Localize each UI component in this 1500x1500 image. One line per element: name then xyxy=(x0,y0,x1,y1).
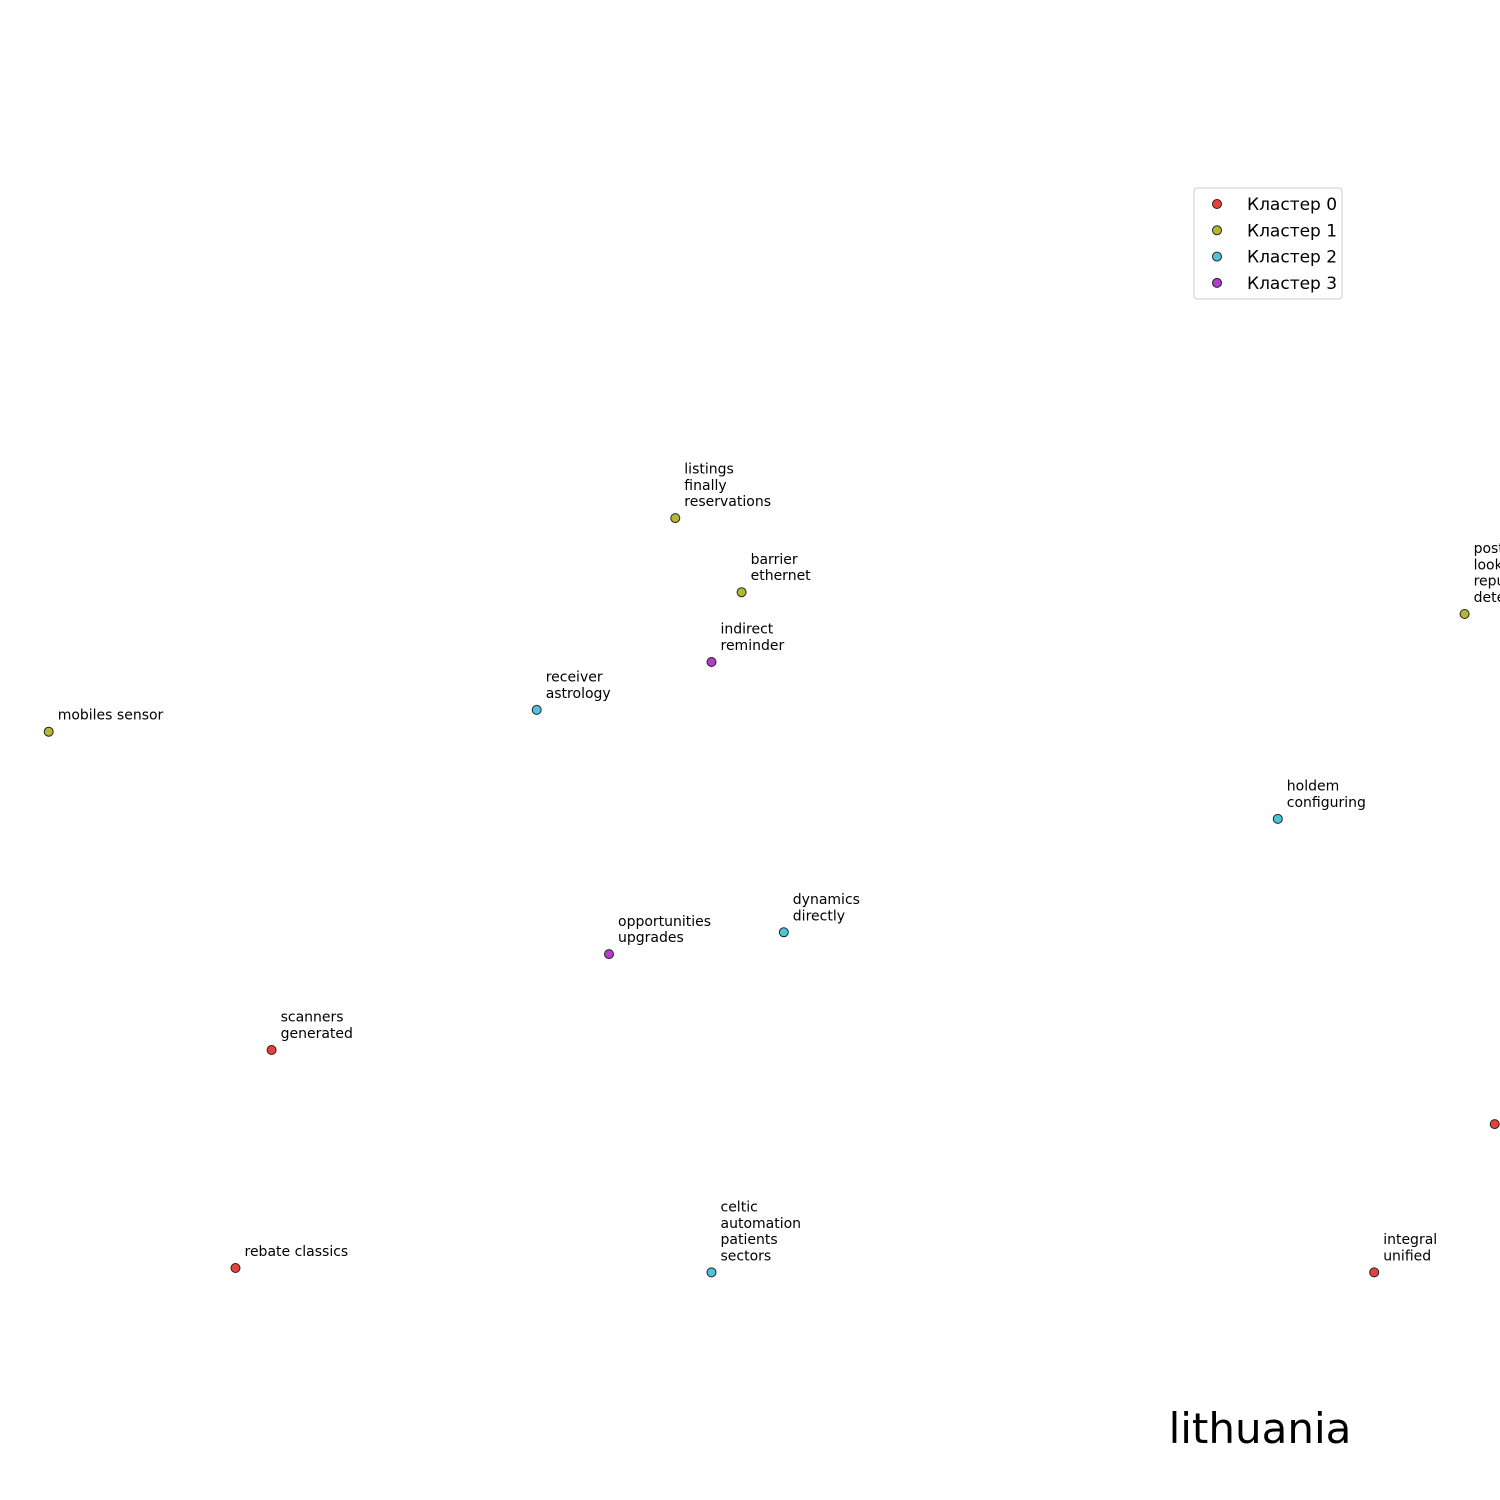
data-point xyxy=(1369,1267,1380,1278)
legend-frame xyxy=(1193,187,1343,300)
legend-label: Кластер 0 xyxy=(1247,195,1337,215)
data-point xyxy=(1272,813,1283,824)
legend-marker xyxy=(1212,199,1222,209)
data-point xyxy=(230,1263,241,1273)
point-label: opportunities upgrades xyxy=(618,914,711,946)
legend-marker xyxy=(1212,277,1222,288)
point-label: scanners generated xyxy=(281,1010,353,1042)
corner-label: lithuania xyxy=(1169,1404,1352,1453)
data-point xyxy=(604,949,614,960)
point-label: receiver astrology xyxy=(546,670,611,702)
point-label-line: holdem xyxy=(1287,779,1339,795)
data-point xyxy=(43,726,54,737)
data-point xyxy=(531,704,542,715)
legend: Кластер 0 Кластер 1 Кластер 2 Кластер 3 xyxy=(1193,187,1343,300)
point-label-line: indirect xyxy=(721,622,774,638)
legend-marker xyxy=(1212,251,1222,262)
point-label: listings finally reservations xyxy=(684,462,771,511)
data-point xyxy=(736,587,747,598)
point-label-line: barrier xyxy=(751,552,798,568)
point-label-line: sectors xyxy=(721,1248,772,1264)
point-label-line: listings xyxy=(684,462,734,478)
point-label: postcardslookedrepublicdetector xyxy=(1474,541,1500,606)
point-label: integral unified xyxy=(1383,1232,1437,1264)
legend-marker xyxy=(1212,225,1222,236)
point-label-line: reservations xyxy=(684,494,771,510)
point-label-line: republic xyxy=(1474,574,1500,590)
point-label: mobiles sensor xyxy=(58,708,164,724)
point-label-line: receiver xyxy=(546,670,603,686)
point-label-line: scanners xyxy=(281,1010,344,1026)
point-label-line: generated xyxy=(281,1026,353,1042)
point-label: indirect reminder xyxy=(721,622,785,654)
data-point xyxy=(706,657,717,667)
point-label-line: rebate classics xyxy=(245,1244,349,1260)
point-label: rebate classics xyxy=(245,1244,349,1260)
point-label: dynamics directly xyxy=(793,892,860,924)
point-label-line: postcards xyxy=(1474,541,1500,557)
data-point xyxy=(670,513,681,524)
point-label-line: automation xyxy=(721,1216,802,1232)
point-label-line: looked xyxy=(1474,557,1500,573)
data-point xyxy=(706,1267,717,1278)
point-label-line: unified xyxy=(1383,1248,1431,1264)
data-point xyxy=(1459,609,1470,619)
point-label-line: configuring xyxy=(1287,795,1366,811)
legend-items: Кластер 0 Кластер 1 Кластер 2 Кластер 3 xyxy=(1212,195,1337,294)
point-label-line: upgrades xyxy=(618,930,684,946)
legend-label: Кластер 3 xyxy=(1247,274,1337,294)
point-label-line: mobiles sensor xyxy=(58,708,164,724)
point-label-line: astrology xyxy=(546,686,611,702)
point-label-line: integral xyxy=(1383,1232,1437,1248)
point-label-line: reminder xyxy=(721,638,785,654)
points-layer: scannersgeneratedcycles hungaryrebate cl… xyxy=(43,190,1500,1278)
point-label-line: directly xyxy=(793,908,845,924)
legend-label: Кластер 1 xyxy=(1247,221,1337,241)
point-label-line: detector xyxy=(1474,590,1500,606)
data-point xyxy=(266,1045,277,1055)
legend-label: Кластер 2 xyxy=(1247,248,1337,268)
point-label-line: celtic xyxy=(721,1200,758,1216)
point-label-line: patients xyxy=(721,1232,778,1248)
point-label-line: dynamics xyxy=(793,892,860,908)
point-label-line: finally xyxy=(684,478,726,494)
data-point xyxy=(1489,1119,1500,1130)
point-label: holdem configuring xyxy=(1287,779,1366,811)
point-label-line: ethernet xyxy=(751,568,812,584)
point-label: celtic automation patients sectors xyxy=(721,1200,802,1265)
point-label: barrier ethernet xyxy=(751,552,812,584)
point-label-line: opportunities xyxy=(618,914,711,930)
data-point xyxy=(778,927,789,938)
